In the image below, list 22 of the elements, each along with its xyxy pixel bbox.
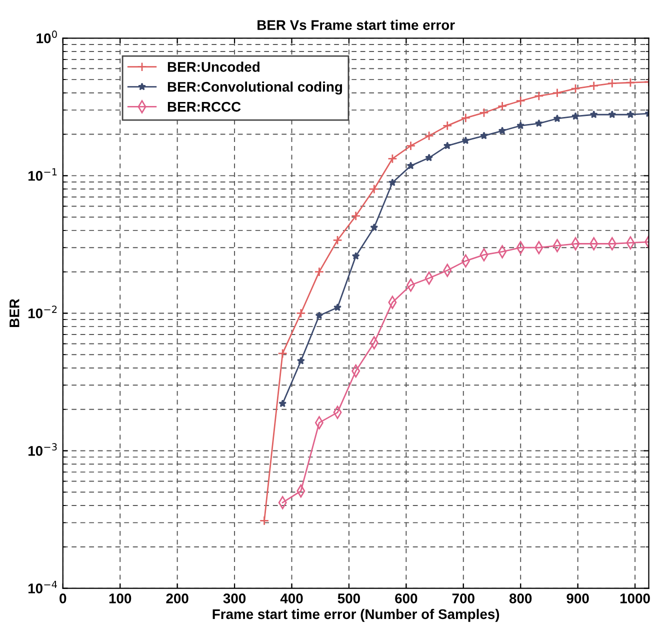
y-tick-label: 10$^{0}$: [36, 30, 57, 44]
x-tick-label: 0: [60, 594, 66, 604]
x-tick-label: 400: [280, 594, 303, 604]
x-tick-label: 900: [566, 594, 589, 604]
x-tick-label: 500: [338, 594, 360, 604]
y-axis-title: BER: [10, 298, 20, 327]
legend-label: BER:Convolutional coding: [168, 82, 342, 95]
x-tick-label: 200: [166, 594, 188, 604]
x-tick-label: 600: [395, 594, 418, 604]
y-tick-label: 10$^{−1}$: [28, 168, 57, 181]
x-tick-label: 800: [509, 594, 532, 604]
x-axis-title: Frame start time error (Number of Samples): [212, 608, 500, 622]
y-tick-label: 10$^{−3}$: [28, 443, 57, 456]
chart-title: BER Vs Frame start time error: [258, 20, 455, 30]
x-tick-label: 1000: [620, 594, 650, 604]
legend-label: BER:Uncoded: [168, 62, 260, 72]
x-tick-label: 100: [109, 594, 132, 604]
y-tick-label: 10$^{−4}$: [28, 580, 57, 594]
x-tick-label: 300: [223, 594, 246, 604]
legend-label: BER:RCCC: [168, 102, 241, 112]
y-tick-label: 10$^{−2}$: [28, 306, 57, 318]
x-tick-label: 700: [452, 594, 474, 604]
